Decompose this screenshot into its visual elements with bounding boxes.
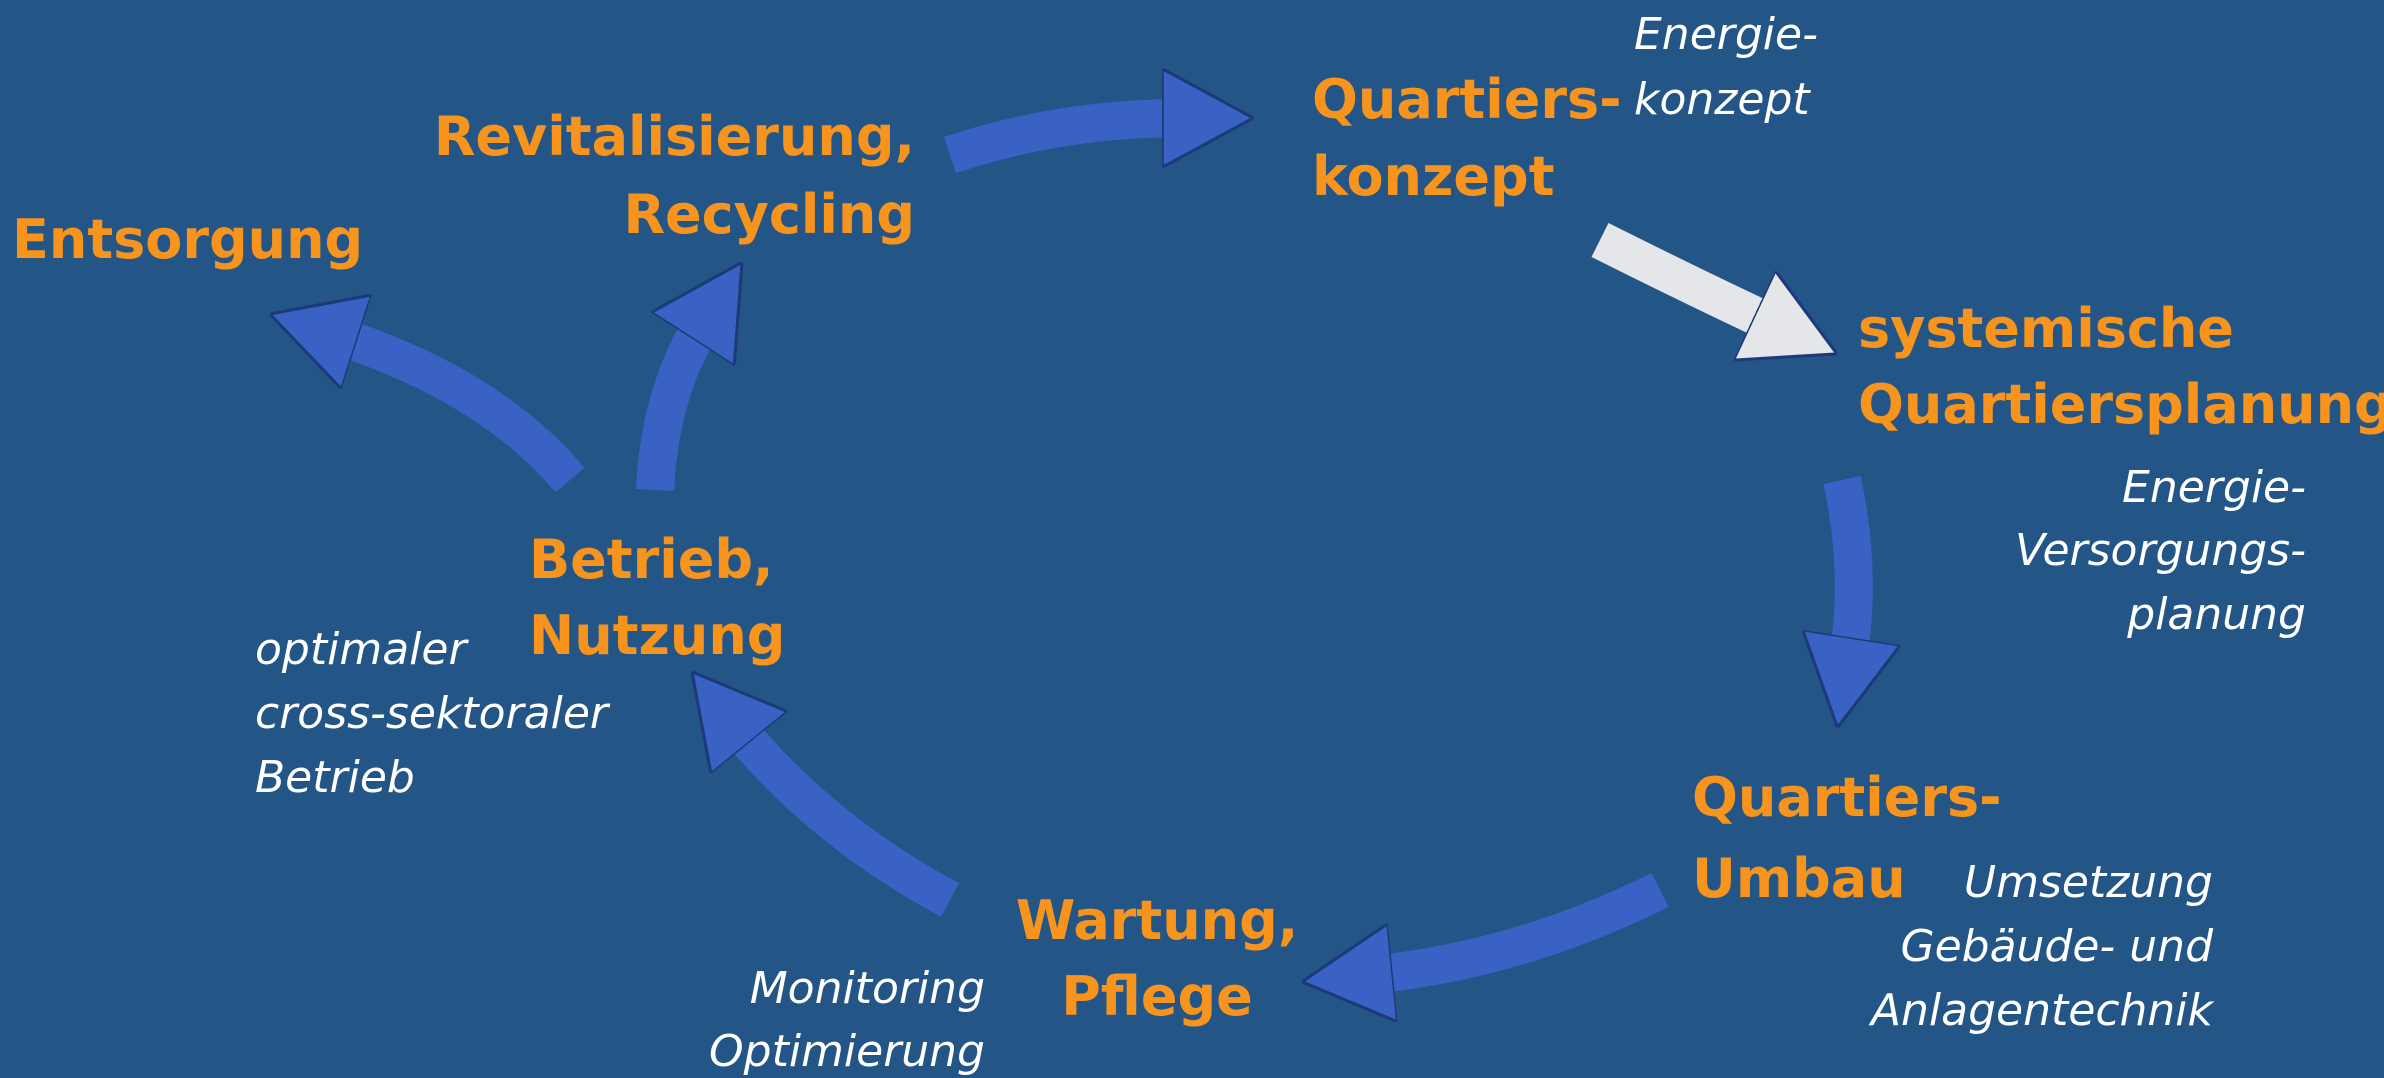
labels: Quartiers-konzept systemische Quartierspla… [12, 9, 2384, 1077]
note-text: Versorgungs- [2015, 525, 2306, 576]
node-label: Betrieb, [529, 528, 774, 591]
note-text: optimaler [255, 624, 469, 675]
node-label: systemische [1858, 297, 2234, 360]
arrow [1370, 873, 1669, 975]
arrow [335, 335, 585, 493]
node-label: konzept [1312, 145, 1555, 208]
note-text: Energie- [2122, 462, 2306, 513]
node-label: Pflege [1061, 965, 1253, 1028]
arrow [1842, 475, 1854, 660]
note-text: Optimierung [709, 1026, 985, 1077]
node-label: Umbau [1692, 847, 1906, 910]
note-text: cross-sektoraler [255, 688, 611, 739]
note-text: Betrieb [255, 752, 415, 803]
node-label: Revitalisierung, [434, 105, 915, 168]
note-text: Umsetzung [1964, 857, 2213, 908]
arrow [735, 725, 960, 917]
arrow [943, 118, 1185, 174]
note-text: Energie- [1634, 9, 1818, 60]
arrow [1591, 223, 1775, 325]
arrows [335, 118, 1854, 975]
note-text: Anlagentechnik [1868, 985, 2215, 1036]
node-label: Entsorgung [12, 208, 363, 271]
node-label: Wartung, [1016, 889, 1299, 952]
note-text: Gebäude- und [1900, 921, 2214, 972]
node-label: Quartiers- [1692, 766, 2002, 829]
node-label: Quartiers- [1312, 68, 1622, 131]
arrow [636, 320, 705, 492]
note-text: Monitoring [750, 963, 985, 1014]
node-label: Recycling [623, 183, 915, 246]
note-text: konzept [1634, 74, 1811, 125]
node-label: Quartiersplanung [1858, 373, 2384, 436]
node-label: Nutzung [529, 604, 785, 667]
note-text: planung [2126, 589, 2306, 640]
